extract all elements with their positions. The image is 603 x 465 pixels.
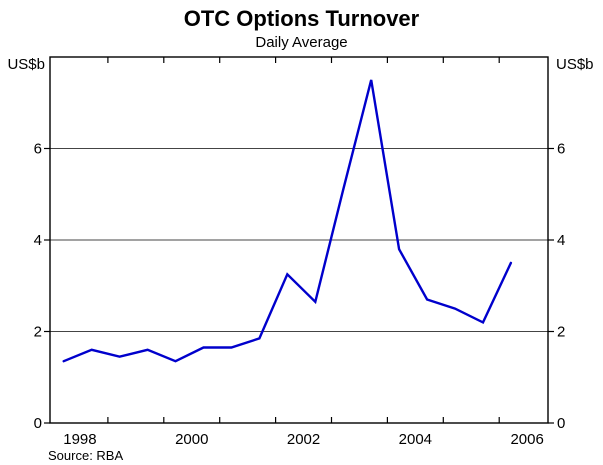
y-tick-label-left: 0 bbox=[34, 415, 42, 432]
y-tick-label-right: 6 bbox=[557, 141, 565, 158]
x-tick-label: 2006 bbox=[510, 431, 543, 448]
x-tick-label: 2002 bbox=[287, 431, 320, 448]
x-tick-label: 2004 bbox=[399, 431, 432, 448]
chart-title: OTC Options Turnover bbox=[183, 6, 420, 31]
chart-subtitle: Daily Average bbox=[255, 34, 348, 51]
y-axis-unit-left: US$b bbox=[7, 56, 45, 73]
y-tick-label-right: 2 bbox=[557, 324, 565, 341]
data-series-line bbox=[62, 79, 513, 363]
y-tick-label-left: 4 bbox=[34, 232, 42, 249]
y-tick-label-left: 2 bbox=[34, 324, 42, 341]
source-note: Source: RBA bbox=[48, 448, 124, 463]
y-tick-label-right: 4 bbox=[557, 232, 565, 249]
y-tick-label-left: 6 bbox=[34, 141, 42, 158]
y-tick-label-right: 0 bbox=[557, 415, 565, 432]
x-tick-label: 1998 bbox=[63, 431, 96, 448]
x-tick-label: 2000 bbox=[175, 431, 208, 448]
y-axis-unit-right: US$b bbox=[556, 56, 594, 73]
